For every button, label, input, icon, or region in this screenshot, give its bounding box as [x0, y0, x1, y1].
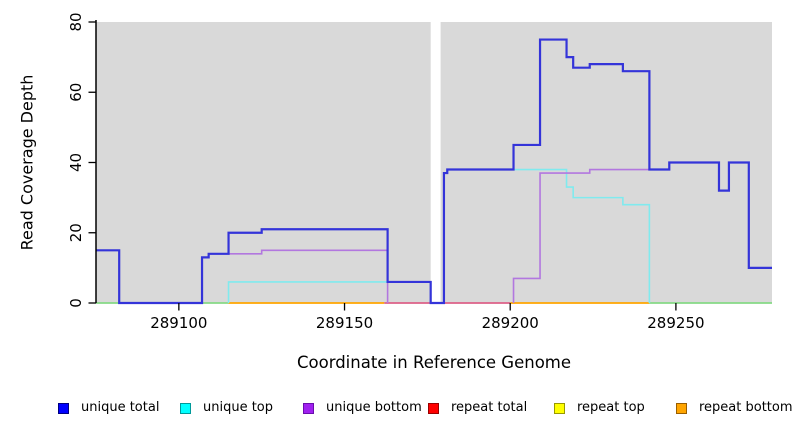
legend-swatch-repeat-top: [554, 402, 565, 414]
y-axis-title: Read Coverage Depth: [18, 75, 37, 251]
legend-swatch-repeat-bottom: [676, 402, 687, 414]
series-path-unique-total: [96, 38, 772, 305]
x-tick-label: 289200: [482, 314, 539, 332]
y-tick-label: 20: [67, 223, 85, 242]
legend-swatch-unique-top: [180, 402, 191, 414]
y-tick-label: 60: [67, 83, 85, 102]
legend-label: unique bottom: [326, 400, 422, 415]
legend: unique total unique top unique bottom repea…: [0, 397, 792, 423]
legend-label: unique total: [81, 400, 160, 415]
legend-label: repeat top: [577, 400, 645, 415]
x-axis-title: Coordinate in Reference Genome: [297, 353, 571, 372]
y-tick-label: 0: [67, 298, 85, 308]
coverage-plot: 0 20 40 60 80 289100 289150 289200 289250 Read Co…: [18, 12, 772, 372]
legend-label: repeat bottom: [699, 400, 792, 415]
x-tick-label: 289250: [647, 314, 704, 332]
no-data-gap: [430, 21, 441, 303]
legend-item-unique-bottom: unique bottom: [303, 397, 422, 419]
legend-item-repeat-top: repeat top: [554, 397, 645, 419]
legend-swatch-unique-total: [58, 402, 69, 414]
legend-swatch-repeat-total: [428, 402, 439, 414]
legend-swatch-unique-bottom: [303, 402, 314, 414]
x-tick-label: 289150: [316, 314, 373, 332]
legend-label: repeat total: [451, 400, 528, 415]
y-tick-label: 40: [67, 153, 85, 172]
legend-item-unique-total: unique total: [58, 397, 159, 419]
legend-label: unique top: [203, 400, 274, 415]
legend-item-repeat-total: repeat total: [428, 397, 527, 419]
legend-item-unique-top: unique top: [180, 397, 273, 419]
x-tick-label: 289100: [150, 314, 207, 332]
legend-item-repeat-bottom: repeat bottom: [676, 397, 792, 419]
y-tick-label: 80: [67, 12, 85, 31]
